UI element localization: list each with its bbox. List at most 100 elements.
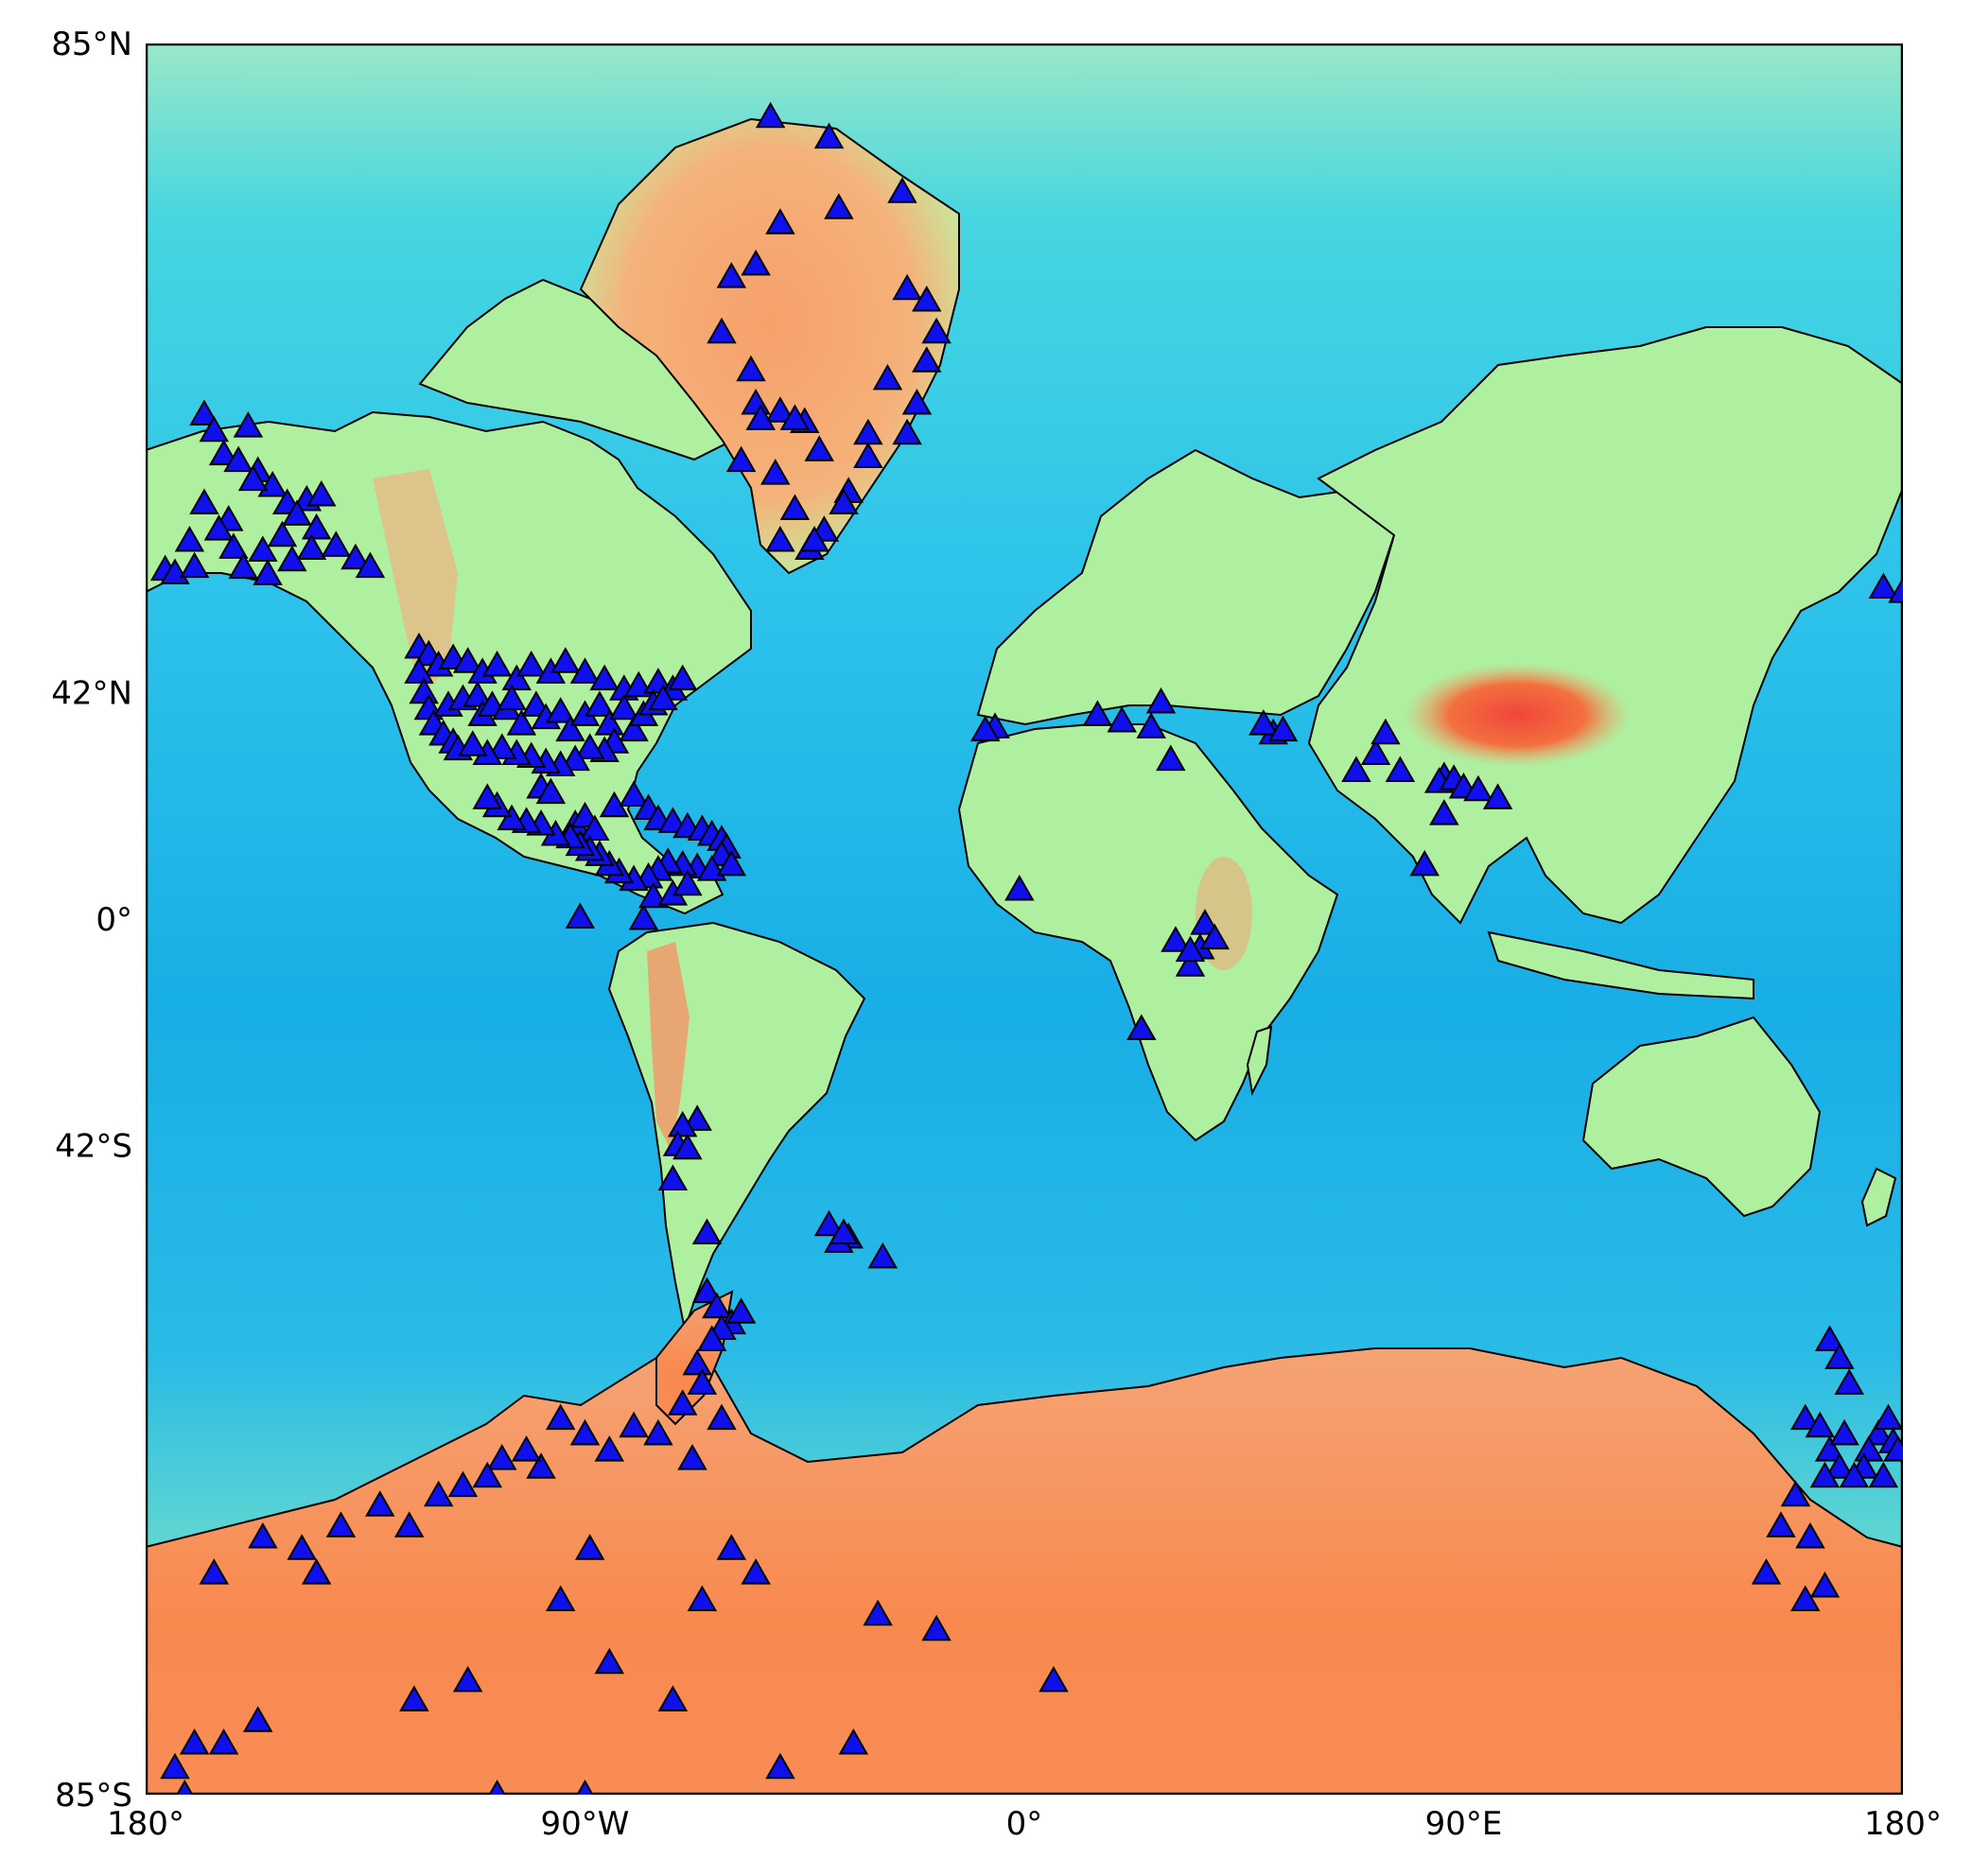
station-marker[interactable]: [487, 1444, 517, 1470]
station-marker[interactable]: [452, 647, 483, 673]
station-marker[interactable]: [1482, 783, 1513, 809]
station-marker[interactable]: [253, 559, 283, 585]
station-marker[interactable]: [853, 442, 883, 468]
station-marker[interactable]: [755, 101, 786, 129]
station-marker[interactable]: [189, 488, 219, 515]
station-marker[interactable]: [589, 664, 620, 691]
station-marker[interactable]: [1824, 1452, 1855, 1479]
station-marker[interactable]: [657, 1685, 689, 1711]
station-marker[interactable]: [404, 657, 434, 684]
station-marker[interactable]: [1814, 1435, 1845, 1462]
station-marker[interactable]: [572, 1779, 599, 1795]
station-marker[interactable]: [799, 526, 829, 552]
station-marker[interactable]: [1868, 572, 1899, 599]
station-marker[interactable]: [355, 551, 386, 579]
station-marker[interactable]: [501, 664, 532, 691]
station-marker[interactable]: [609, 693, 639, 721]
station-marker[interactable]: [306, 480, 337, 507]
station-marker[interactable]: [707, 317, 737, 344]
station-marker[interactable]: [296, 533, 327, 560]
station-marker[interactable]: [208, 439, 239, 466]
station-marker[interactable]: [565, 902, 596, 929]
station-marker[interactable]: [1136, 712, 1166, 738]
station-marker[interactable]: [619, 780, 649, 808]
station-marker[interactable]: [682, 1348, 712, 1376]
station-marker[interactable]: [901, 389, 933, 415]
station-marker[interactable]: [171, 1779, 198, 1795]
station-marker[interactable]: [691, 1277, 723, 1304]
station-marker[interactable]: [887, 177, 917, 203]
station-marker[interactable]: [892, 273, 922, 301]
station-marker[interactable]: [1082, 700, 1113, 726]
station-marker[interactable]: [1839, 1461, 1870, 1488]
station-marker[interactable]: [619, 715, 649, 742]
antarctica[interactable]: [146, 1347, 1903, 1795]
station-marker[interactable]: [497, 804, 527, 831]
station-marker[interactable]: [189, 399, 219, 426]
station-marker[interactable]: [1161, 926, 1191, 952]
station-marker[interactable]: [301, 1558, 332, 1585]
station-marker[interactable]: [516, 650, 547, 677]
station-marker[interactable]: [321, 530, 352, 557]
station-marker[interactable]: [725, 445, 757, 473]
station-marker[interactable]: [813, 122, 845, 149]
station-marker[interactable]: [452, 1665, 483, 1693]
station-marker[interactable]: [838, 1728, 869, 1755]
station-marker[interactable]: [657, 1164, 689, 1191]
station-marker[interactable]: [174, 526, 205, 552]
station-marker[interactable]: [1883, 1435, 1903, 1462]
map-frame[interactable]: [146, 43, 1903, 1795]
station-marker[interactable]: [1248, 709, 1279, 736]
station-marker[interactable]: [1868, 1461, 1899, 1488]
station-marker[interactable]: [574, 1534, 605, 1560]
station-marker[interactable]: [853, 418, 883, 445]
station-marker[interactable]: [1873, 1403, 1903, 1431]
station-marker[interactable]: [824, 193, 854, 219]
station-marker[interactable]: [667, 664, 698, 691]
station-marker[interactable]: [872, 363, 903, 391]
station-marker[interactable]: [716, 1534, 747, 1560]
station-marker[interactable]: [867, 1242, 899, 1269]
station-marker[interactable]: [594, 1647, 625, 1675]
station-marker[interactable]: [1199, 923, 1230, 950]
station-marker[interactable]: [716, 262, 747, 288]
station-marker[interactable]: [585, 690, 615, 717]
station-marker[interactable]: [199, 1558, 229, 1585]
station-marker[interactable]: [179, 551, 210, 579]
station-marker[interactable]: [1809, 1571, 1841, 1598]
station-marker[interactable]: [1409, 849, 1440, 877]
station-marker[interactable]: [716, 849, 747, 877]
station-marker[interactable]: [921, 1614, 951, 1642]
station-marker[interactable]: [340, 543, 371, 570]
station-marker[interactable]: [423, 1480, 454, 1507]
station-marker[interactable]: [208, 1728, 239, 1755]
station-marker[interactable]: [545, 1403, 576, 1431]
station-marker[interactable]: [628, 903, 659, 930]
station-marker[interactable]: [1175, 950, 1206, 977]
station-marker[interactable]: [497, 684, 527, 711]
station-marker[interactable]: [447, 1470, 479, 1498]
station-marker[interactable]: [1834, 1368, 1864, 1395]
station-marker[interactable]: [550, 647, 581, 673]
station-marker[interactable]: [619, 1411, 649, 1438]
station-marker[interactable]: [912, 285, 942, 312]
station-marker[interactable]: [638, 881, 669, 909]
station-marker[interactable]: [574, 733, 605, 759]
station-marker[interactable]: [1854, 1435, 1884, 1462]
station-marker[interactable]: [691, 1218, 723, 1244]
station-marker[interactable]: [580, 814, 610, 842]
station-marker[interactable]: [1790, 1585, 1821, 1611]
station-marker[interactable]: [736, 355, 766, 382]
station-marker[interactable]: [1156, 744, 1186, 772]
station-marker[interactable]: [594, 1435, 625, 1462]
station-marker[interactable]: [1360, 738, 1391, 766]
station-marker[interactable]: [1863, 1418, 1893, 1446]
station-marker[interactable]: [569, 657, 601, 684]
station-marker[interactable]: [535, 777, 567, 805]
station-marker[interactable]: [672, 869, 703, 896]
station-marker[interactable]: [1795, 1522, 1825, 1549]
station-marker[interactable]: [223, 445, 253, 473]
station-marker[interactable]: [667, 1110, 698, 1138]
station-marker[interactable]: [248, 1522, 278, 1549]
station-marker[interactable]: [594, 709, 625, 736]
